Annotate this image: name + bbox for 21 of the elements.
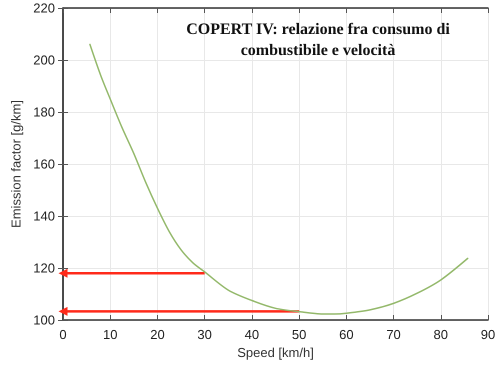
- y-axis-title: Emission factor [g/km]: [8, 100, 24, 228]
- x-tick-label: 40: [244, 327, 260, 342]
- y-tick-label: 120: [33, 260, 55, 276]
- x-tick-label: 10: [102, 327, 118, 342]
- text: COPERT IV: relazione fra consumo di combustibile e velocità: [186, 21, 450, 59]
- y-tick-label: 220: [33, 0, 55, 16]
- x-tick-label: 0: [59, 327, 67, 342]
- y-tick-label: 140: [33, 208, 55, 224]
- x-tick-label: 70: [386, 327, 401, 342]
- x-tick-label: 90: [480, 327, 496, 342]
- x-tick-label: 20: [150, 327, 165, 342]
- y-tick-label: 180: [33, 104, 55, 120]
- x-tick-label: 30: [197, 327, 212, 342]
- y-tick-label: 160: [33, 156, 55, 172]
- x-tick-label: 60: [339, 327, 354, 342]
- x-tick-label: 80: [434, 327, 448, 342]
- x-axis-title: Speed [km/h]: [237, 344, 314, 360]
- line-series: [89, 44, 468, 315]
- x-tick-label: 50: [292, 327, 306, 342]
- y-tick-label: 200: [33, 52, 55, 68]
- y-tick-label: 100: [33, 312, 55, 328]
